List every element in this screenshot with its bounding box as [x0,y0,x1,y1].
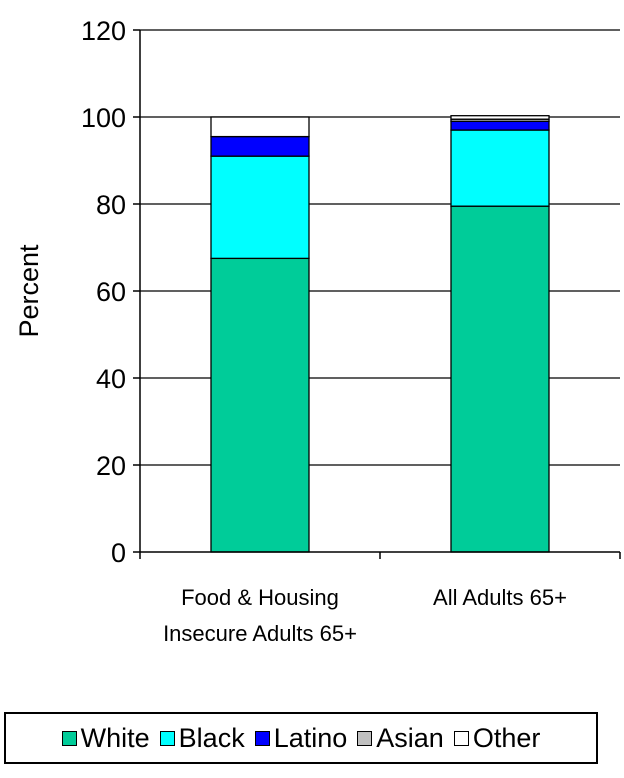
y-tick-label-100: 100 [81,103,126,133]
bar-other-0 [210,116,310,138]
y-tick-label-80: 80 [96,190,126,220]
legend-item-white: White [61,722,150,754]
bar-white-1 [450,205,550,553]
x-category-labels: Food & Housing Insecure Adults 65+ All Adu… [163,585,567,646]
bar-black-1 [450,129,550,207]
bar-latino-0 [210,135,310,157]
legend-item-black: Black [159,722,245,754]
bar-other-1 [450,115,550,120]
legend-item-latino: Latino [254,722,348,754]
legend-item-other: Other [453,722,541,754]
bar-latino-1 [450,120,550,131]
stacked-bar-chart: 0 20 40 60 80 100 120 Food & Housing Insecure A… [14,16,621,646]
y-tick-label-120: 120 [81,16,126,46]
y-tick-label-20: 20 [96,451,126,481]
y-tick-label-0: 0 [111,538,126,568]
legend-label-black: Black [178,722,245,753]
legend-swatch-latino [254,730,270,746]
legend-label-white: White [80,722,150,753]
legend-item-asian: Asian [357,723,444,754]
chart-legend: White Black Latino Asian Other [4,712,598,764]
legend-label-other: Other [472,722,541,753]
y-axis-label: Percent [14,244,44,338]
bar-black-0 [210,155,310,260]
bar-white-0 [210,257,310,553]
legend-swatch-asian [357,730,373,746]
x-category-label-1: All Adults 65+ [433,585,567,610]
legend-swatch-other [453,730,469,746]
bars [210,115,550,553]
legend-label-latino: Latino [273,722,348,753]
legend-swatch-black [159,730,175,746]
x-category-label-0: Food & Housing Insecure Adults 65+ [163,585,357,646]
legend-swatch-white [61,730,77,746]
y-tick-label-40: 40 [96,364,126,394]
legend-label-asian: Asian [376,722,444,753]
y-tick-label-60: 60 [96,277,126,307]
y-tick-labels: 0 20 40 60 80 100 120 [81,16,140,568]
